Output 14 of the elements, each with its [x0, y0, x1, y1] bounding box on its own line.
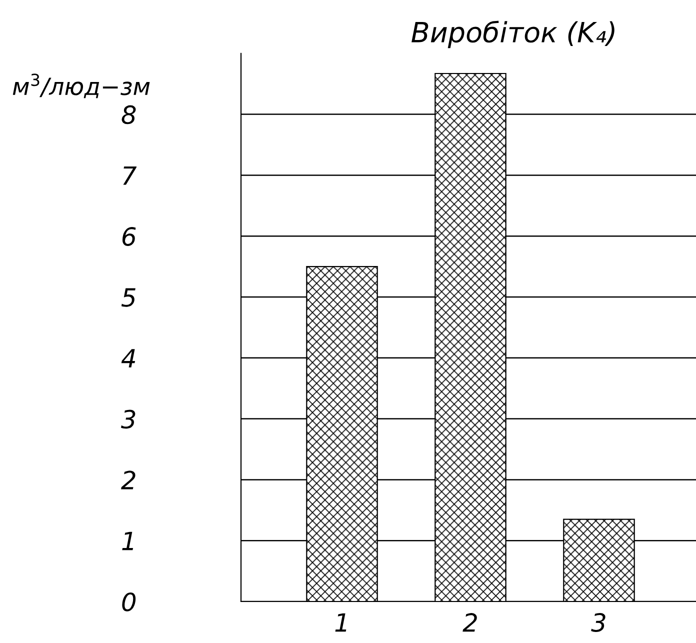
chart-title: Виробіток (K₄) — [412, 20, 614, 48]
x-tick-label: 2 — [462, 613, 477, 632]
y-axis-title: м$^{3}$/люд−зм — [12, 74, 150, 98]
x-tick-label: 1 — [335, 613, 346, 632]
y-tick-label: 0 — [122, 592, 136, 612]
x-tick-label: 3 — [591, 613, 606, 632]
y-tick-label: 3 — [120, 410, 136, 429]
y-tick-label: 1 — [122, 532, 134, 550]
y-tick-label: 8 — [122, 105, 136, 124]
y-tick-label: 7 — [123, 166, 137, 185]
y-tick-label: 5 — [121, 288, 136, 307]
y-tick-label: 6 — [122, 227, 136, 246]
y-tick-label: 2 — [121, 470, 136, 490]
y-tick-label: 4 — [121, 349, 136, 368]
